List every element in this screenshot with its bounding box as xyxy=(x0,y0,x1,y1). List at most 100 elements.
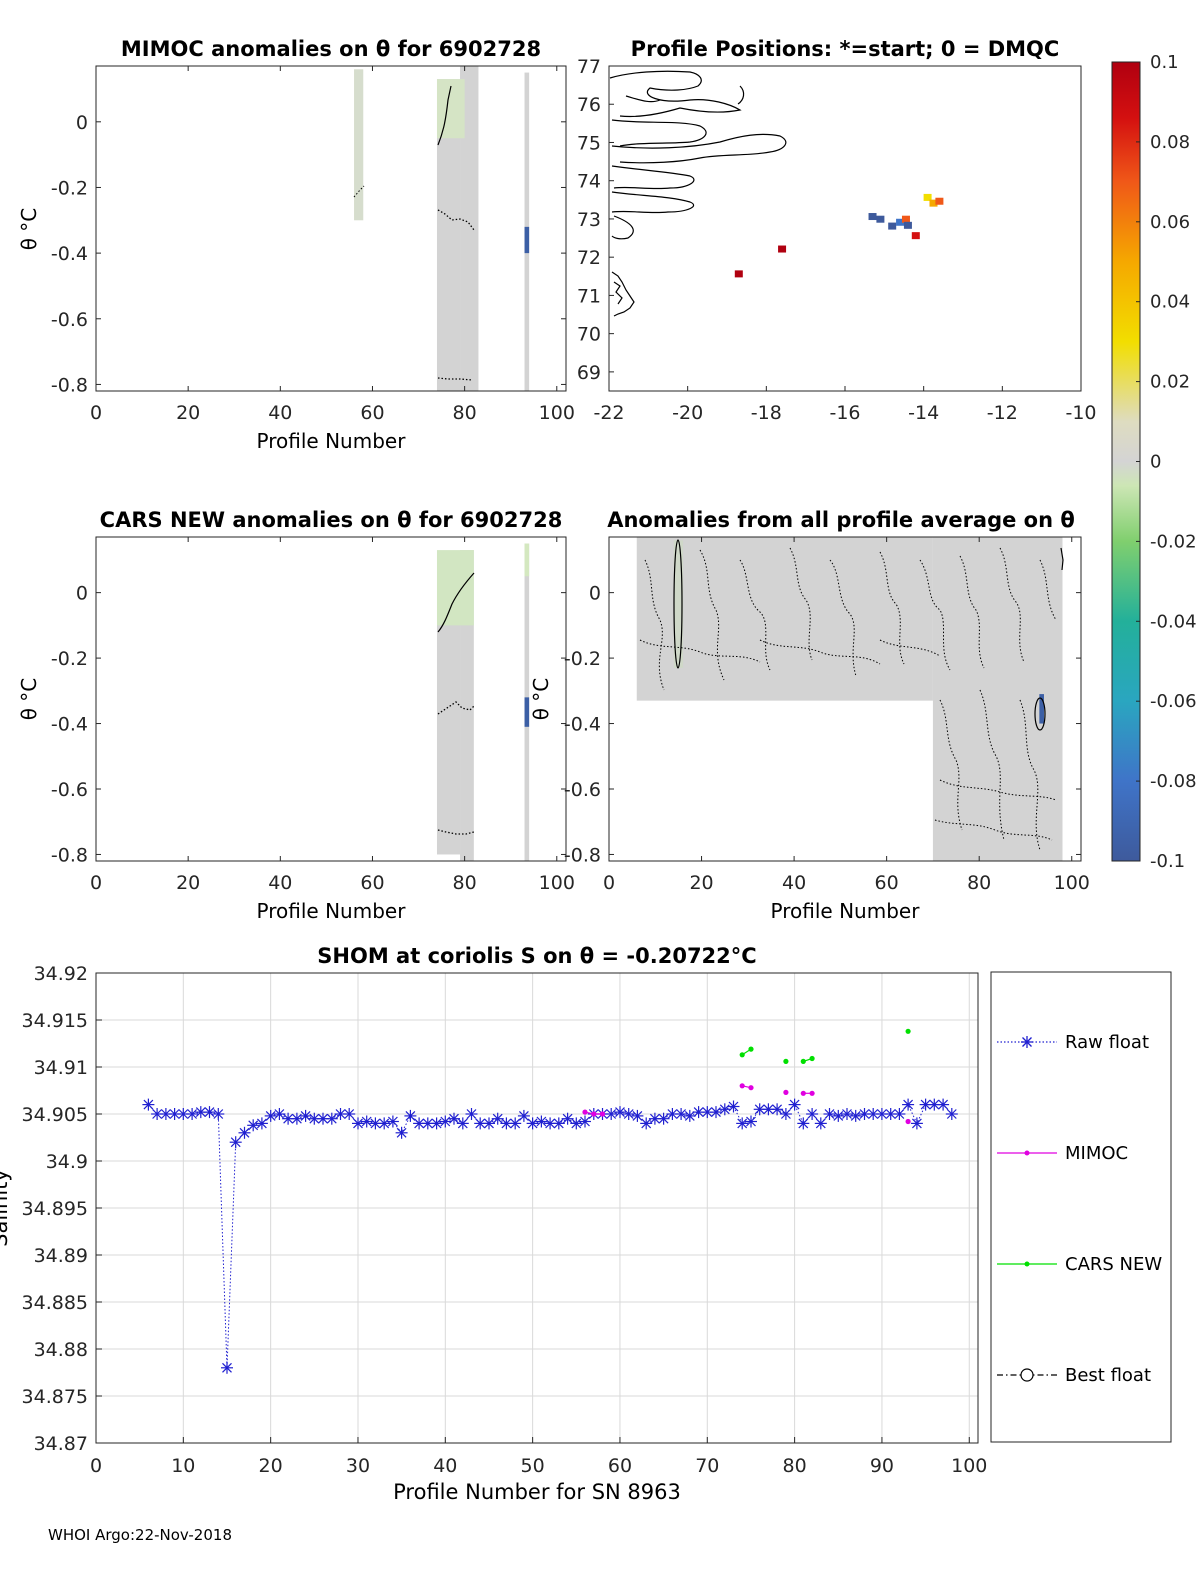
salinity-xtick-label: 80 xyxy=(783,1455,807,1477)
positions-ytick-label: 72 xyxy=(577,247,601,269)
cars-new-point xyxy=(809,1055,815,1062)
salinity-xtick-label: 20 xyxy=(259,1455,283,1477)
colorbar-tick-label: -0.02 xyxy=(1150,531,1197,552)
raw-float-point xyxy=(640,1117,653,1130)
mimoc-ytick-label: -0.2 xyxy=(51,177,88,199)
salinity-ylabel: Salinity xyxy=(0,1169,12,1247)
raw-float-point xyxy=(247,1119,260,1132)
cars-block-5 xyxy=(524,697,530,727)
raw-float-point xyxy=(186,1108,199,1120)
raw-float-point xyxy=(841,1108,853,1120)
mimoc-xtick-label: 80 xyxy=(453,402,477,424)
all-average-ytick-label: -0.6 xyxy=(564,779,601,801)
cars-xtick-label: 100 xyxy=(539,872,575,894)
legend-cars-new: CARS NEW xyxy=(997,1254,1162,1275)
salinity-xtick-label: 60 xyxy=(608,1455,632,1477)
raw-float-point xyxy=(910,1117,923,1130)
raw-float-point xyxy=(535,1115,548,1128)
raw-float-point xyxy=(308,1112,321,1125)
all-average-xtick-label: 60 xyxy=(875,872,899,894)
salinity-xtick-label: 70 xyxy=(695,1455,719,1477)
raw-float-point xyxy=(570,1117,583,1130)
positions-xtick-label: -22 xyxy=(593,402,624,424)
average-axes: 0 20 40 60 80 100 0 -0.2 -0.4 -0.6 -0.8 xyxy=(564,537,1090,894)
positions-xtick-label: -16 xyxy=(829,402,860,424)
mimoc-ylabel: θ °C xyxy=(17,208,41,251)
cars-block-4 xyxy=(524,543,530,577)
all-average-xtick-label: 20 xyxy=(689,872,713,894)
all-average-block-2 xyxy=(673,540,684,668)
salinity-series xyxy=(142,1028,958,1374)
positions-ytick-label: 70 xyxy=(577,324,601,346)
cars-xtick-label: 20 xyxy=(176,872,200,894)
average-solid-contours xyxy=(673,539,1064,731)
raw-float-point xyxy=(701,1106,714,1119)
mimoc-ytick-label: -0.8 xyxy=(51,374,88,396)
position-marker-3 xyxy=(876,215,885,223)
raw-float-point xyxy=(142,1098,155,1111)
mimoc-xtick-label: 60 xyxy=(360,402,384,424)
mimoc-block-1 xyxy=(436,79,461,391)
positions-ytick-label: 69 xyxy=(577,362,601,384)
mimoc-block-0 xyxy=(354,69,364,221)
raw-float-point xyxy=(823,1108,836,1120)
positions-ytick-label: 73 xyxy=(577,209,601,231)
mimoc-point xyxy=(591,1111,597,1117)
raw-float-point xyxy=(945,1108,958,1120)
salinity-ytick-label: 34.895 xyxy=(22,1198,88,1220)
mimoc-ytick-label: -0.6 xyxy=(51,309,88,331)
cars-xtick-label: 40 xyxy=(268,872,292,894)
raw-float-point xyxy=(631,1109,644,1122)
footer-credit: WHOI Argo:22-Nov-2018 xyxy=(48,1526,232,1544)
average-heatmap xyxy=(636,537,1063,861)
colorbar-ticks: 0.1 0.08 0.06 0.04 0.02 0 -0.02 -0.04 -0.06 -0.08… xyxy=(1136,52,1197,872)
colorbar-tick-label: -0.04 xyxy=(1150,611,1197,632)
raw-float-point xyxy=(622,1108,635,1120)
cars-block-0 xyxy=(436,556,461,855)
salinity-xtick-label: 0 xyxy=(90,1455,102,1477)
salinity-ytick-label: 34.875 xyxy=(22,1386,88,1408)
raw-float-point xyxy=(264,1109,277,1122)
raw-float-point xyxy=(456,1117,469,1130)
average-xlabel: Profile Number xyxy=(771,899,921,923)
all-average-ytick-label: -0.4 xyxy=(564,714,601,736)
colorbar-tick-label: 0 xyxy=(1150,452,1161,473)
positions-ytick-label: 76 xyxy=(577,94,601,116)
raw-float-point xyxy=(710,1106,722,1119)
cars-ylabel: θ °C xyxy=(17,678,41,721)
raw-float-point xyxy=(378,1117,391,1130)
best-float-marker-icon xyxy=(1020,1368,1034,1382)
colorbar: 0.1 0.08 0.06 0.04 0.02 0 -0.02 -0.04 -0.06 -0.08… xyxy=(1111,52,1197,872)
cars-ytick-label: -0.6 xyxy=(51,779,88,801)
mimoc-axes: 0 20 40 60 80 100 0 -0.2 -0.4 -0.6 -0.8 xyxy=(51,66,575,424)
all-average-block-0 xyxy=(636,537,933,701)
all-average-ytick-label: -0.2 xyxy=(564,648,601,670)
colorbar-tick-label: 0.02 xyxy=(1150,372,1190,393)
raw-float-marker-icon xyxy=(1021,1036,1033,1048)
raw-float-point xyxy=(745,1115,757,1128)
raw-float-point xyxy=(430,1117,443,1130)
legend-mimoc: MIMOC xyxy=(997,1143,1128,1164)
position-marker-10 xyxy=(929,199,938,207)
salinity-ytick-label: 34.9 xyxy=(46,1151,88,1173)
colorbar-tick-label: 0.04 xyxy=(1150,292,1190,313)
raw-float-point xyxy=(439,1115,452,1128)
salinity-xlabel: Profile Number for SN 8963 xyxy=(393,1480,681,1504)
mimoc-contours xyxy=(353,85,475,381)
cars-contours xyxy=(437,572,475,835)
raw-float-point xyxy=(683,1109,696,1122)
cars-new-point xyxy=(783,1058,789,1064)
positions-xtick-label: -20 xyxy=(672,402,703,424)
cars-ytick-label: -0.8 xyxy=(51,844,88,866)
coastline xyxy=(609,70,787,317)
mimoc-point xyxy=(582,1109,588,1115)
all-average-xtick-label: 40 xyxy=(782,872,806,894)
salinity-ytick-label: 34.915 xyxy=(22,1010,88,1032)
raw-float-point xyxy=(404,1109,417,1122)
raw-float-point xyxy=(788,1098,801,1111)
raw-float-point xyxy=(194,1106,207,1119)
cars-new-point xyxy=(739,1052,745,1058)
raw-float-point xyxy=(255,1117,268,1130)
average-title: Anomalies from all profile average on θ xyxy=(607,508,1075,532)
colorbar-tick-label: -0.08 xyxy=(1150,771,1197,792)
